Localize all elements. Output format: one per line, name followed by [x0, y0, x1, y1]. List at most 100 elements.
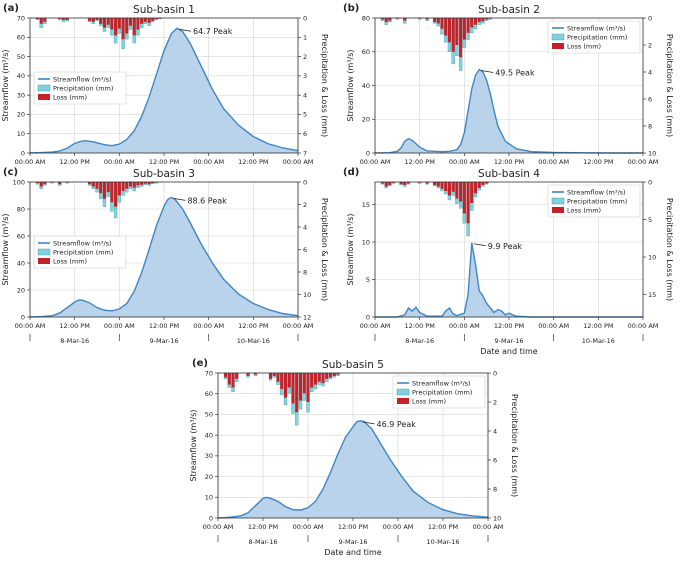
loss-bar: [43, 182, 47, 185]
peak-annotation: 46.9 Peak: [377, 420, 417, 429]
loss-bar: [272, 373, 276, 376]
legend-entry: Streamflow (m³/s): [567, 24, 626, 32]
y-tick-label: 40: [17, 72, 25, 80]
loss-bar: [58, 182, 62, 185]
legend-entry: Precipitation (mm): [53, 84, 113, 92]
loss-bar: [143, 18, 147, 22]
x-tick-label: 00:00 AM: [283, 158, 314, 166]
x-tick-label: 12:00 PM: [149, 158, 179, 166]
legend-entry: Loss (mm): [567, 206, 601, 214]
x-tick-label: 00:00 AM: [193, 158, 224, 166]
date-label: 8-Mar-16: [60, 337, 89, 345]
loss-bar: [466, 182, 470, 224]
loss-bar: [314, 373, 317, 385]
peak-pointer: [173, 198, 186, 201]
legend: Streamflow (m³/s)Precipitation (mm)Loss …: [33, 235, 127, 269]
loss-bar: [332, 373, 336, 376]
x-tick-label: 00:00 AM: [538, 322, 569, 330]
y2-tick-label: 12: [303, 313, 311, 321]
legend-entry: Streamflow (m³/s): [412, 379, 471, 387]
x-tick-label: 12:00 PM: [60, 158, 90, 166]
loss-bar: [447, 18, 451, 43]
y2-tick-label: 4: [493, 427, 497, 435]
loss-bar: [246, 373, 250, 376]
loss-bar: [129, 182, 132, 187]
y-axis-label: Streamflow (m³/s): [346, 49, 355, 121]
loss-bar: [280, 373, 284, 389]
x-tick-label: 00:00 AM: [283, 322, 314, 330]
x-tick-label: 00:00 AM: [360, 322, 391, 330]
panel-label: (d): [343, 167, 359, 178]
loss-bar: [129, 18, 132, 26]
streamflow-line: [217, 420, 489, 519]
loss-bar: [35, 182, 39, 184]
loss-bar: [306, 373, 310, 402]
y-axis-label: Streamflow (m³/s): [346, 213, 355, 285]
x-tick-label: 12:00 PM: [405, 322, 435, 330]
loss-bar: [140, 182, 144, 185]
legend-swatch-precipitation: [37, 248, 51, 256]
loss-bar: [151, 182, 155, 184]
y-tick-label: 30: [205, 452, 213, 460]
legend-entry: Streamflow (m³/s): [53, 239, 112, 247]
x-tick-label: 00:00 AM: [628, 158, 659, 166]
legend-box: [33, 235, 127, 269]
loss-bar: [329, 373, 332, 378]
x-tick-label: 00:00 AM: [15, 322, 46, 330]
legend-swatch-precipitation: [396, 388, 410, 396]
x-tick-label: 12:00 PM: [583, 158, 613, 166]
y2-tick-label: 0: [648, 178, 652, 186]
loss-bar: [477, 18, 481, 23]
loss-bar: [317, 373, 321, 382]
y-tick-label: 60: [362, 48, 370, 56]
loss-bar: [62, 18, 65, 20]
loss-bar: [447, 182, 451, 196]
loss-bar: [269, 373, 272, 379]
loss-bar: [436, 182, 440, 187]
y-tick-label: 0: [209, 514, 213, 522]
x-axis-label: Date and time: [480, 347, 537, 356]
loss-bar: [451, 18, 455, 52]
y-tick-label: 60: [17, 232, 25, 240]
y-tick-label: 100: [13, 178, 25, 186]
peak-pointer: [178, 28, 192, 32]
y2-tick-label: 15: [648, 291, 656, 299]
x-tick-label: 12:00 PM: [338, 523, 368, 531]
legend-entry: Loss (mm): [567, 42, 601, 50]
y2-tick-label: 2: [493, 398, 497, 406]
loss-bar: [455, 182, 459, 199]
loss-bar: [136, 182, 140, 186]
legend-entry: Loss (mm): [53, 93, 87, 101]
y-tick-label: 0: [21, 149, 25, 157]
loss-bar: [99, 182, 103, 194]
loss-bar: [227, 373, 231, 385]
loss-bar: [91, 182, 95, 187]
y-tick-label: 0: [21, 313, 25, 321]
y-tick-label: 10: [205, 494, 213, 502]
loss-bar: [132, 18, 136, 36]
y-tick-label: 20: [205, 473, 213, 481]
y2-tick-label: 0: [303, 178, 307, 186]
loss-bar: [284, 373, 287, 398]
loss-bar: [444, 18, 448, 36]
y2-tick-label: 10: [493, 514, 501, 522]
loss-bar: [121, 182, 125, 191]
legend-swatch-precipitation: [37, 84, 51, 92]
y-tick-label: 60: [205, 390, 213, 398]
legend-swatch-loss: [552, 207, 564, 213]
legend: Streamflow (m³/s)Precipitation (mm)Loss …: [547, 20, 641, 54]
y2-axis-label: Precipitation & Loss (mm): [665, 34, 674, 137]
x-tick-label: 00:00 AM: [473, 523, 504, 531]
y-tick-label: 5: [366, 276, 370, 284]
x-tick-label: 00:00 AM: [104, 158, 135, 166]
loss-bar: [35, 18, 39, 19]
chart-title: Sub-basin 1: [133, 4, 195, 16]
loss-bar: [114, 18, 118, 36]
x-tick-label: 12:00 PM: [405, 158, 435, 166]
y-tick-label: 80: [17, 205, 25, 213]
peak-annotation: 64.7 Peak: [193, 27, 233, 36]
y2-tick-label: 4: [303, 91, 307, 99]
y-tick-label: 20: [17, 111, 25, 119]
